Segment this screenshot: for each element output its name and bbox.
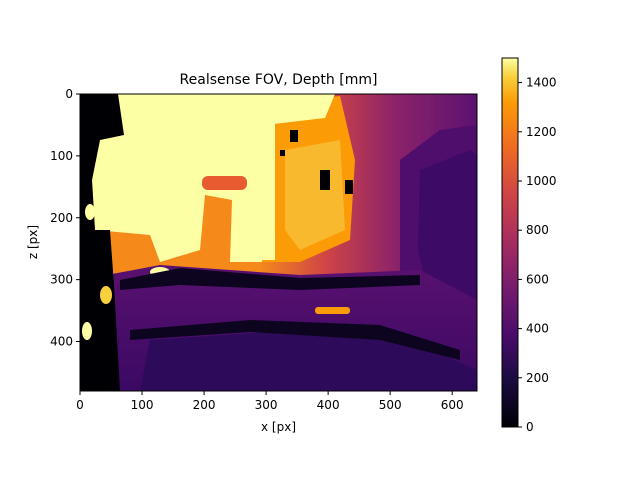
y-tick-label: 400 <box>50 335 73 349</box>
x-axis: 0 100 200 300 400 500 600 <box>76 391 464 412</box>
x-tick-label: 300 <box>255 398 278 412</box>
mid-highlight-soft <box>285 140 345 250</box>
dark-band-1 <box>120 268 420 290</box>
depth-heatmap <box>80 94 477 391</box>
bright-upper-strip <box>255 120 275 260</box>
invalid-left <box>80 94 124 391</box>
x-tick-label: 400 <box>317 398 340 412</box>
x-tick-label: 200 <box>193 398 216 412</box>
blob-1 <box>100 286 112 304</box>
blob-2 <box>82 322 92 340</box>
colorbar <box>501 57 519 428</box>
orange-bar <box>202 176 247 190</box>
right-panel <box>418 150 477 300</box>
blob-3 <box>85 204 95 220</box>
dark-band-2 <box>130 320 460 360</box>
x-tick-label: 100 <box>131 398 154 412</box>
colorbar-ticks: 0 200 400 600 800 1000 1200 1400 <box>518 76 557 434</box>
x-tick-label: 500 <box>379 398 402 412</box>
plot-frame <box>79 93 478 392</box>
colorbar-tick-label: 0 <box>526 420 534 434</box>
colorbar-tick-label: 1200 <box>526 125 557 139</box>
y-axis: 0 100 200 300 400 <box>50 87 80 349</box>
colorbar-tick-label: 200 <box>526 371 549 385</box>
y-tick-label: 200 <box>50 211 73 225</box>
x-axis-label: x [px] <box>261 420 296 434</box>
y-tick-label: 300 <box>50 273 73 287</box>
colorbar-tick-label: 1400 <box>526 76 557 90</box>
y-tick-label: 0 <box>65 87 73 101</box>
orange-strip <box>315 307 350 314</box>
y-axis-label: z [px] <box>26 225 40 259</box>
colorbar-tick-label: 1000 <box>526 174 557 188</box>
chart-title: Realsense FOV, Depth [mm] <box>180 72 378 88</box>
colorbar-tick-label: 800 <box>526 223 549 237</box>
colorbar-tick-label: 600 <box>526 272 549 286</box>
colorbar-tick-label: 400 <box>526 322 549 336</box>
y-tick-label: 100 <box>50 149 73 163</box>
x-tick-label: 600 <box>441 398 464 412</box>
near-dark <box>140 330 477 391</box>
x-tick-label: 0 <box>76 398 84 412</box>
